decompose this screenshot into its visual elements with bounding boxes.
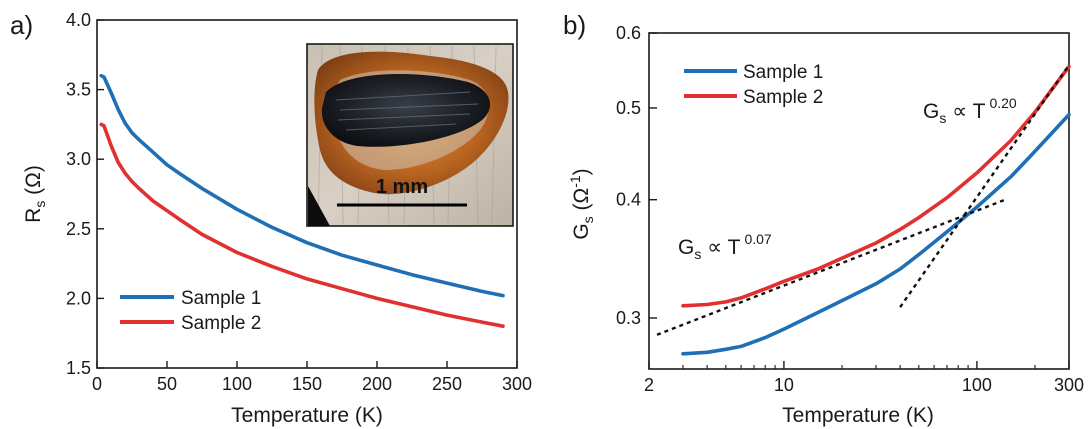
panel-a-y-axis-main: R — [22, 208, 45, 223]
panel-b-series — [681, 64, 1071, 356]
panel-b-legend-label-1: Sample 1 — [743, 62, 823, 83]
panel-a-x-tick-label-0: 0 — [92, 374, 102, 394]
panel-b-x-tick-label-1: 10 — [774, 375, 794, 395]
inset-corner-shadow — [308, 186, 330, 226]
panel-a-y-tick-label-2: 2.5 — [66, 219, 91, 239]
panel-b-y-axis-label: Gs (Ω-1) — [567, 168, 596, 239]
inset-photo: 1 mm — [306, 43, 514, 227]
panel-b-x-tick-label-0: 2 — [644, 375, 654, 395]
panel-a-y-axis-label: Rs (Ω) — [22, 165, 48, 223]
panel-a-x-tick-label-6: 300 — [502, 374, 532, 394]
panel-b-fit-line-2 — [899, 64, 1070, 308]
panel-a-x-tick-label-2: 100 — [222, 374, 252, 394]
panel-a-y-tick-label-5: 4.0 — [66, 10, 91, 30]
panel-b-plot-frame — [648, 32, 1070, 370]
panel-b-y-axis-unit-close: ) — [570, 168, 593, 175]
panel-a-x-tick-label-5: 250 — [432, 374, 462, 394]
panel-a-y-tick-label-3: 3.0 — [66, 149, 91, 169]
panel-a-y-axis-unit: (Ω) — [22, 165, 45, 201]
panel-b-annotation-high-t-base: G — [923, 100, 939, 123]
panel-a: a) 0 50 100 150 200 250 300 1.5 2.0 2.5 3.0 3.5 4.0… — [10, 10, 532, 427]
panel-a-x-tick-label-4: 200 — [362, 374, 392, 394]
panel-b-series-line-2 — [681, 64, 1071, 308]
panel-b-series-line-1 — [681, 112, 1071, 356]
panel-b-y-axis-main: G — [570, 223, 593, 239]
panel-b-annotation-high-t-sub: s — [939, 110, 946, 126]
panel-b-annotation-low-t-op: ∝ T — [701, 236, 740, 259]
panel-b-x-ticks: 2 10 100 300 — [644, 361, 1084, 395]
panel-b-legend-label-2: Sample 2 — [743, 87, 823, 108]
panel-b-annotation-high-t-op: ∝ T — [946, 100, 985, 123]
inset-scale-bar-label: 1 mm — [376, 176, 428, 198]
panel-b-y-tick-label-0: 0.3 — [616, 308, 641, 328]
panel-b-y-axis-sub: s — [580, 216, 596, 223]
panel-b-y-ticks: 0.3 0.4 0.5 0.6 — [616, 23, 657, 328]
panel-b-y-axis-unit-sup: -1 — [567, 175, 583, 188]
panel-b-y-tick-label-1: 0.4 — [616, 190, 641, 210]
panel-b-fit-line-1 — [656, 198, 1006, 336]
inset-crystal-fibers — [335, 91, 479, 131]
panel-a-y-tick-label-1: 2.0 — [66, 288, 91, 308]
panel-b-y-tick-label-2: 0.5 — [616, 98, 641, 118]
panel-a-y-tick-label-4: 3.5 — [66, 80, 91, 100]
panel-b-annotation-low-t-exp: 0.07 — [744, 231, 771, 247]
panel-b-annotation-low-t: Gs ∝ T 0.07 — [678, 231, 772, 262]
panel-a-legend-label-2: Sample 2 — [181, 313, 261, 334]
panel-a-series-line-1 — [99, 73, 505, 298]
panel-a-x-ticks: 0 50 100 150 200 250 300 — [92, 361, 532, 394]
panel-b: b) 2 10 100 300 0.3 0.4 0.5 0.6 Temperature (K… — [563, 10, 1084, 427]
panel-b-annotation-low-t-base: G — [678, 236, 694, 259]
panel-a-series-line-2 — [99, 122, 505, 328]
panel-a-x-axis-label: Temperature (K) — [231, 404, 383, 427]
panel-a-series — [99, 73, 505, 328]
panel-a-y-tick-label-0: 1.5 — [66, 358, 91, 378]
panel-a-y-ticks: 1.5 2.0 2.5 3.0 3.5 4.0 — [66, 10, 104, 378]
panel-b-legend: Sample 1 Sample 2 — [684, 62, 823, 108]
panel-a-x-tick-label-1: 50 — [157, 374, 177, 394]
panel-b-annotation-high-t: Gs ∝ T 0.20 — [923, 95, 1017, 126]
panel-b-power-law-fits — [656, 64, 1070, 336]
panel-a-legend: Sample 1 Sample 2 — [120, 288, 261, 334]
panel-b-label: b) — [563, 10, 586, 40]
panel-a-label: a) — [10, 10, 33, 40]
panel-b-annotation-low-t-sub: s — [694, 246, 701, 262]
panel-a-x-tick-label-3: 150 — [292, 374, 322, 394]
panel-a-legend-label-1: Sample 1 — [181, 288, 261, 309]
panel-b-x-tick-label-2: 100 — [962, 375, 992, 395]
panel-b-x-tick-label-3: 300 — [1054, 375, 1084, 395]
panel-b-annotation-high-t-exp: 0.20 — [989, 95, 1016, 111]
panel-b-y-tick-label-3: 0.6 — [616, 23, 641, 43]
panel-b-y-axis-unit-open: (Ω — [570, 188, 593, 217]
panel-a-y-axis-sub: s — [32, 201, 48, 208]
panel-b-x-axis-label: Temperature (K) — [782, 404, 934, 427]
